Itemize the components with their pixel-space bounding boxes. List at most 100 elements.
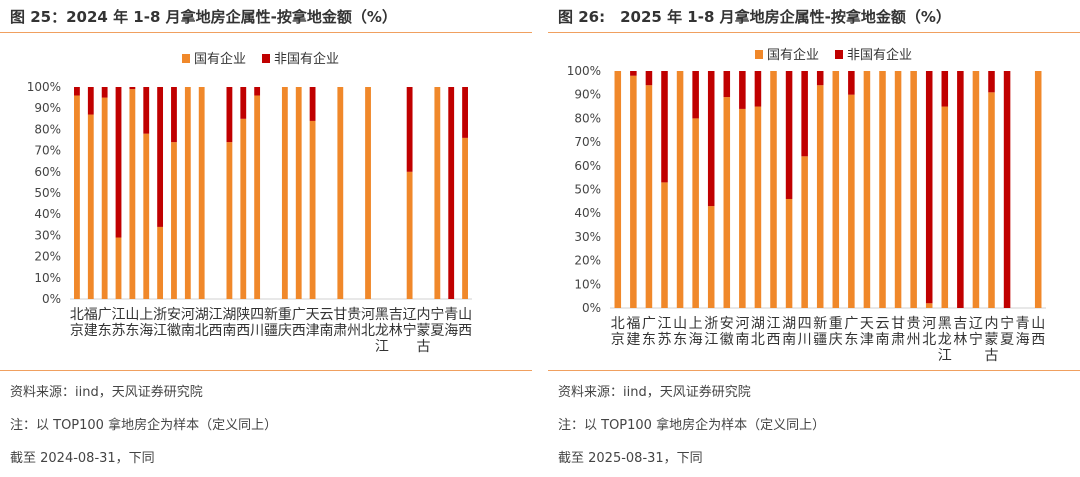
x-tick-label: 湖南	[782, 316, 796, 348]
bar-segment-state	[281, 87, 288, 299]
x-tick-label: 福建	[626, 316, 640, 348]
y-tick-label: 0%	[582, 301, 601, 315]
bar-segment-nonstate	[848, 71, 855, 95]
bar-segment-state	[754, 106, 762, 308]
title-divider	[0, 32, 532, 33]
bar-segment-nonstate	[157, 87, 164, 227]
bar-segment-nonstate	[448, 87, 455, 299]
x-tick-label: 北京	[70, 307, 84, 339]
bar-segment-state	[365, 87, 371, 299]
y-tick-label: 100%	[567, 64, 601, 78]
y-tick-label: 50%	[34, 186, 61, 200]
legend-swatch-0	[182, 54, 190, 63]
legend-swatch-1	[262, 54, 270, 63]
bar-segment-state	[115, 237, 122, 299]
chart-panel-2025: 图 26: 2025 年 1-8 月拿地房企属性-按拿地金额（%） 国有企业 非国…	[548, 0, 1080, 477]
bar-segment-state	[171, 142, 177, 299]
bar-segment-nonstate	[723, 71, 731, 98]
y-tick-label: 100%	[27, 80, 61, 94]
x-tick-label: 山东	[125, 307, 139, 339]
bar-segment-state	[1034, 71, 1042, 308]
x-tick-label: 北京	[611, 316, 625, 348]
y-tick-label: 20%	[574, 254, 601, 268]
sample-note: 注：以 TOP100 拿地房企为样本（定义同上）	[558, 418, 826, 433]
x-tick-label: 重庆	[278, 307, 292, 339]
x-tick-label: 河南	[181, 307, 195, 339]
x-tick-label: 青海	[1016, 316, 1030, 348]
x-tick-label: 辽宁	[403, 307, 417, 339]
bar-segment-state	[739, 108, 746, 308]
bar-segment-nonstate	[309, 87, 316, 121]
x-tick-label: 河北	[922, 316, 936, 348]
bar-segment-nonstate	[785, 71, 793, 199]
bar-segment-nonstate	[801, 71, 808, 157]
bar-segment-nonstate	[988, 71, 995, 93]
source-note: 资料来源：iind，天风证券研究院	[10, 385, 203, 400]
x-tick-label: 广东	[98, 307, 112, 339]
y-tick-label: 30%	[34, 228, 61, 242]
bar-segment-state	[972, 71, 980, 308]
legend-swatch-0	[755, 50, 763, 59]
bar-segment-state	[910, 71, 917, 308]
x-tick-label: 陕西	[236, 307, 250, 339]
x-tick-label: 江苏	[112, 307, 126, 339]
bar-segment-state	[101, 97, 108, 299]
bar-segment-nonstate	[462, 87, 468, 138]
x-tick-label: 云南	[319, 307, 333, 339]
y-tick-label: 50%	[574, 183, 601, 197]
y-tick-label: 40%	[34, 207, 61, 221]
y-tick-label: 70%	[574, 135, 601, 149]
x-tick-label: 山西	[1031, 316, 1045, 348]
x-tick-label: 江西	[209, 307, 223, 339]
footer-divider	[548, 370, 1080, 371]
y-tick-label: 10%	[574, 277, 601, 291]
bar-segment-state	[143, 133, 150, 299]
x-tick-label: 上海	[139, 307, 153, 339]
y-tick-label: 20%	[34, 250, 61, 264]
x-tick-label: 广东	[642, 316, 656, 348]
bar-segment-state	[894, 71, 902, 308]
bar-segment-state	[832, 71, 840, 308]
bar-segment-nonstate	[115, 87, 122, 238]
bar-segment-state	[676, 71, 684, 308]
x-tick-label: 天津	[306, 307, 320, 339]
x-tick-label: 内蒙古	[985, 316, 999, 364]
x-tick-label: 内蒙古	[416, 307, 430, 355]
x-tick-label: 四川	[798, 316, 812, 348]
bar-segment-nonstate	[957, 71, 964, 308]
y-tick-label: 90%	[34, 101, 61, 115]
y-tick-label: 70%	[34, 144, 61, 158]
bar-segment-nonstate	[739, 71, 746, 109]
x-tick-label: 湖南	[222, 307, 236, 339]
bar-segment-nonstate	[692, 71, 699, 119]
bar-segment-nonstate	[240, 87, 247, 119]
chart-title: 图 25：2024 年 1-8 月拿地房企属性-按拿地金额（%）	[10, 8, 397, 26]
x-tick-label: 吉林	[389, 307, 403, 339]
x-tick-label: 安徽	[720, 316, 734, 348]
source-note: 资料来源：iind，天风证券研究院	[558, 385, 751, 400]
bar-segment-state	[240, 118, 247, 299]
bar-segment-state	[941, 106, 949, 308]
bar-segment-nonstate	[101, 87, 108, 98]
x-tick-label: 黑龙江	[938, 316, 952, 364]
x-tick-label: 福建	[84, 307, 98, 339]
bar-segment-state	[645, 85, 653, 308]
y-tick-label: 60%	[34, 165, 61, 179]
y-tick-label: 60%	[574, 159, 601, 173]
chart-panel-2024: 图 25：2024 年 1-8 月拿地房企属性-按拿地金额（%） 国有企业 非国有…	[0, 0, 532, 477]
title-divider	[548, 32, 1080, 33]
bar-segment-state	[74, 95, 80, 299]
x-tick-label: 黑龙江	[375, 307, 389, 355]
bar-segment-nonstate	[630, 71, 637, 76]
bar-segment-nonstate	[707, 71, 715, 207]
bar-segment-nonstate	[143, 87, 150, 134]
x-tick-label: 湖北	[751, 316, 765, 348]
y-tick-label: 10%	[34, 271, 61, 285]
legend-label-0: 国有企业	[194, 51, 246, 67]
sample-note: 注：以 TOP100 拿地房企为样本（定义同上）	[10, 418, 278, 433]
bar-segment-state	[462, 137, 468, 299]
cutoff-note: 截至 2025-08-31，下同	[558, 451, 703, 466]
x-tick-label: 宁夏	[430, 306, 444, 339]
bar-segment-state	[198, 87, 205, 299]
bar-segment-nonstate	[941, 71, 949, 107]
